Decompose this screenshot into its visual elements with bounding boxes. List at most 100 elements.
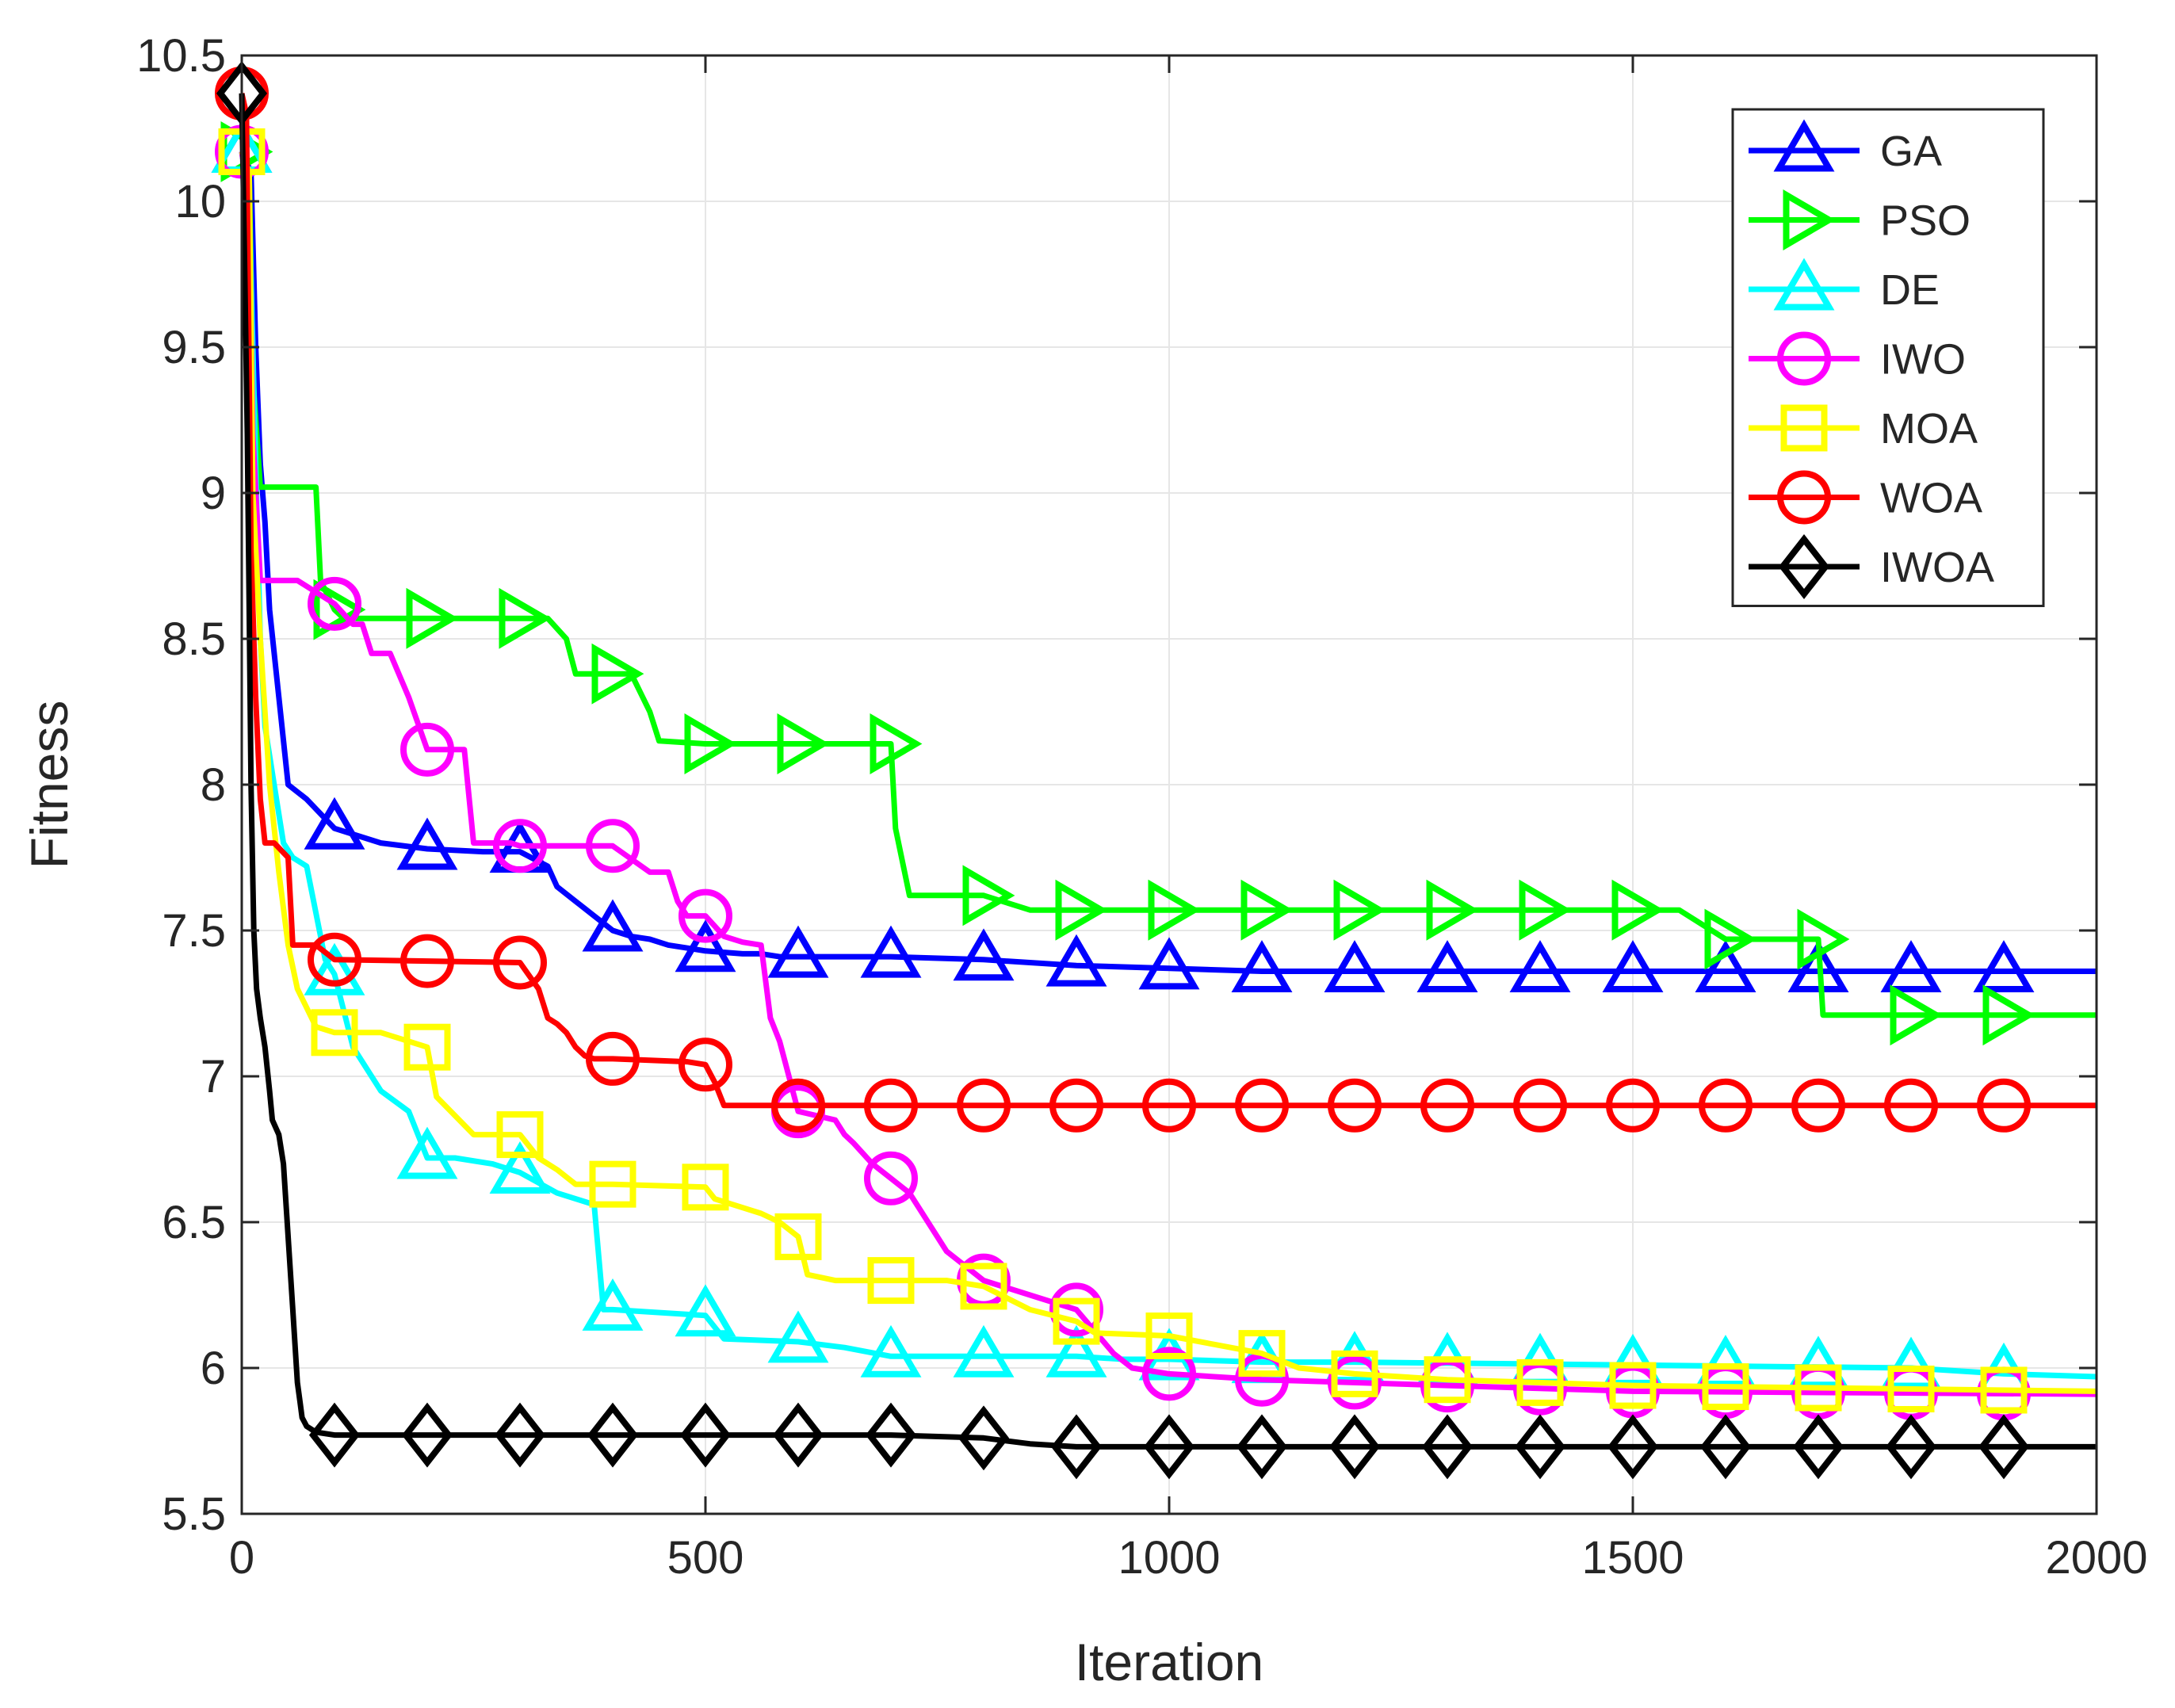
legend-marker-iwo <box>1777 331 1831 386</box>
legend-label-de: DE <box>1880 266 1940 314</box>
data-point-de <box>582 1278 644 1331</box>
data-point-moa <box>1795 1364 1842 1412</box>
data-point-ga <box>953 928 1015 981</box>
legend-marker-ga <box>1773 119 1835 172</box>
data-point-ga <box>396 817 458 870</box>
data-point-de <box>860 1324 922 1377</box>
data-point-moa <box>496 1111 544 1159</box>
data-point-pso <box>777 713 830 774</box>
x-tick-label: 1500 <box>1581 1532 1684 1584</box>
data-point-de <box>767 1310 829 1363</box>
data-point-de <box>1045 1324 1107 1377</box>
data-point-ga <box>304 797 365 850</box>
data-point-ga <box>1416 940 1478 993</box>
data-point-ga <box>1138 937 1200 990</box>
data-point-de <box>1787 1335 1849 1389</box>
y-tick-label: 10.5 <box>136 30 226 82</box>
data-point-iwoa <box>1607 1414 1659 1480</box>
data-point-woa <box>1049 1078 1103 1133</box>
data-point-ga <box>1695 940 1756 993</box>
data-point-pso <box>499 587 552 649</box>
y-tick-label: 9 <box>201 468 226 519</box>
data-point-woa <box>864 1078 918 1133</box>
data-point-iwoa <box>679 1402 732 1468</box>
data-point-iwo <box>493 819 547 873</box>
data-point-de <box>953 1324 1015 1377</box>
data-point-moa <box>774 1213 822 1260</box>
data-point-iwoa <box>865 1402 917 1468</box>
x-tick-label: 500 <box>667 1532 744 1584</box>
data-point-woa <box>957 1078 1011 1133</box>
data-point-iwo <box>400 722 454 777</box>
data-point-moa <box>589 1160 636 1208</box>
data-point-de <box>675 1284 736 1337</box>
data-point-woa <box>1884 1078 1938 1133</box>
x-tick-label: 2000 <box>2045 1532 2147 1584</box>
x-tick-label: 0 <box>229 1532 254 1584</box>
legend-marker-pso <box>1783 189 1836 250</box>
legend-item-iwoa: IWOA <box>1749 534 1994 599</box>
data-point-iwoa <box>1885 1414 1937 1480</box>
data-point-pso <box>313 579 366 640</box>
legend-marker-woa <box>1777 470 1831 525</box>
data-point-woa <box>771 1078 825 1133</box>
data-point-pso <box>1519 879 1572 941</box>
data-point-pso <box>1426 879 1479 941</box>
data-point-moa <box>1702 1363 1749 1411</box>
series-iwoa <box>216 60 2097 1480</box>
data-point-ga <box>767 925 829 978</box>
data-point-iwoa <box>587 1402 639 1468</box>
data-point-iwoa <box>1236 1414 1288 1480</box>
data-point-pso <box>406 587 459 649</box>
legend-label-woa: WOA <box>1880 475 1982 522</box>
data-point-moa <box>1238 1330 1286 1377</box>
data-point-woa <box>493 935 547 990</box>
data-point-ga <box>1973 940 2035 993</box>
data-point-pso <box>1240 879 1294 941</box>
data-point-woa <box>400 934 454 988</box>
legend-label-iwo: IWO <box>1880 336 1966 384</box>
legend-item-moa: MOA <box>1749 404 1978 453</box>
series-layer <box>211 60 2097 1480</box>
data-point-pso <box>1055 879 1108 941</box>
data-point-moa <box>311 1009 358 1057</box>
data-point-iwo <box>308 576 361 631</box>
series-line-woa <box>239 93 2097 1109</box>
legend: GA PSO DE IWO MOA WOA IWOA <box>1731 108 2045 607</box>
series-line-moa <box>239 151 2097 1394</box>
data-point-moa <box>682 1164 729 1211</box>
legend-item-de: DE <box>1749 258 1940 314</box>
data-point-woa <box>1328 1078 1382 1133</box>
data-point-woa <box>1791 1078 1845 1133</box>
data-point-pso <box>962 865 1015 927</box>
data-point-ga <box>1787 940 1849 993</box>
series-line-iwoa <box>239 93 2097 1450</box>
legend-marker-moa <box>1780 404 1828 452</box>
legend-label-ga: GA <box>1880 128 1942 175</box>
data-point-de <box>396 1126 458 1179</box>
legend-marker-iwoa <box>1778 534 1830 599</box>
data-point-ga <box>675 919 736 972</box>
data-point-pso <box>1890 984 1943 1046</box>
legend-item-ga: GA <box>1749 119 1942 175</box>
data-point-moa <box>1053 1297 1100 1345</box>
data-point-moa <box>1331 1350 1378 1397</box>
data-point-moa <box>960 1263 1007 1310</box>
data-point-ga <box>1602 940 1664 993</box>
data-point-pso <box>684 713 737 774</box>
data-point-iwoa <box>1978 1414 2030 1480</box>
data-point-iwo <box>864 1151 918 1206</box>
data-point-woa <box>1513 1078 1567 1133</box>
data-point-ga <box>1509 940 1571 993</box>
data-point-ga <box>582 899 644 952</box>
data-point-woa <box>1235 1078 1289 1133</box>
data-point-ga <box>1324 940 1386 993</box>
y-tick-label: 8.5 <box>162 613 226 665</box>
data-point-iwoa <box>1699 1414 1752 1480</box>
data-point-pso <box>1333 879 1386 941</box>
y-tick-label: 5.5 <box>162 1488 226 1540</box>
data-point-iwoa <box>1328 1414 1381 1480</box>
data-point-iwoa <box>494 1402 546 1468</box>
data-point-moa <box>1887 1365 1935 1412</box>
